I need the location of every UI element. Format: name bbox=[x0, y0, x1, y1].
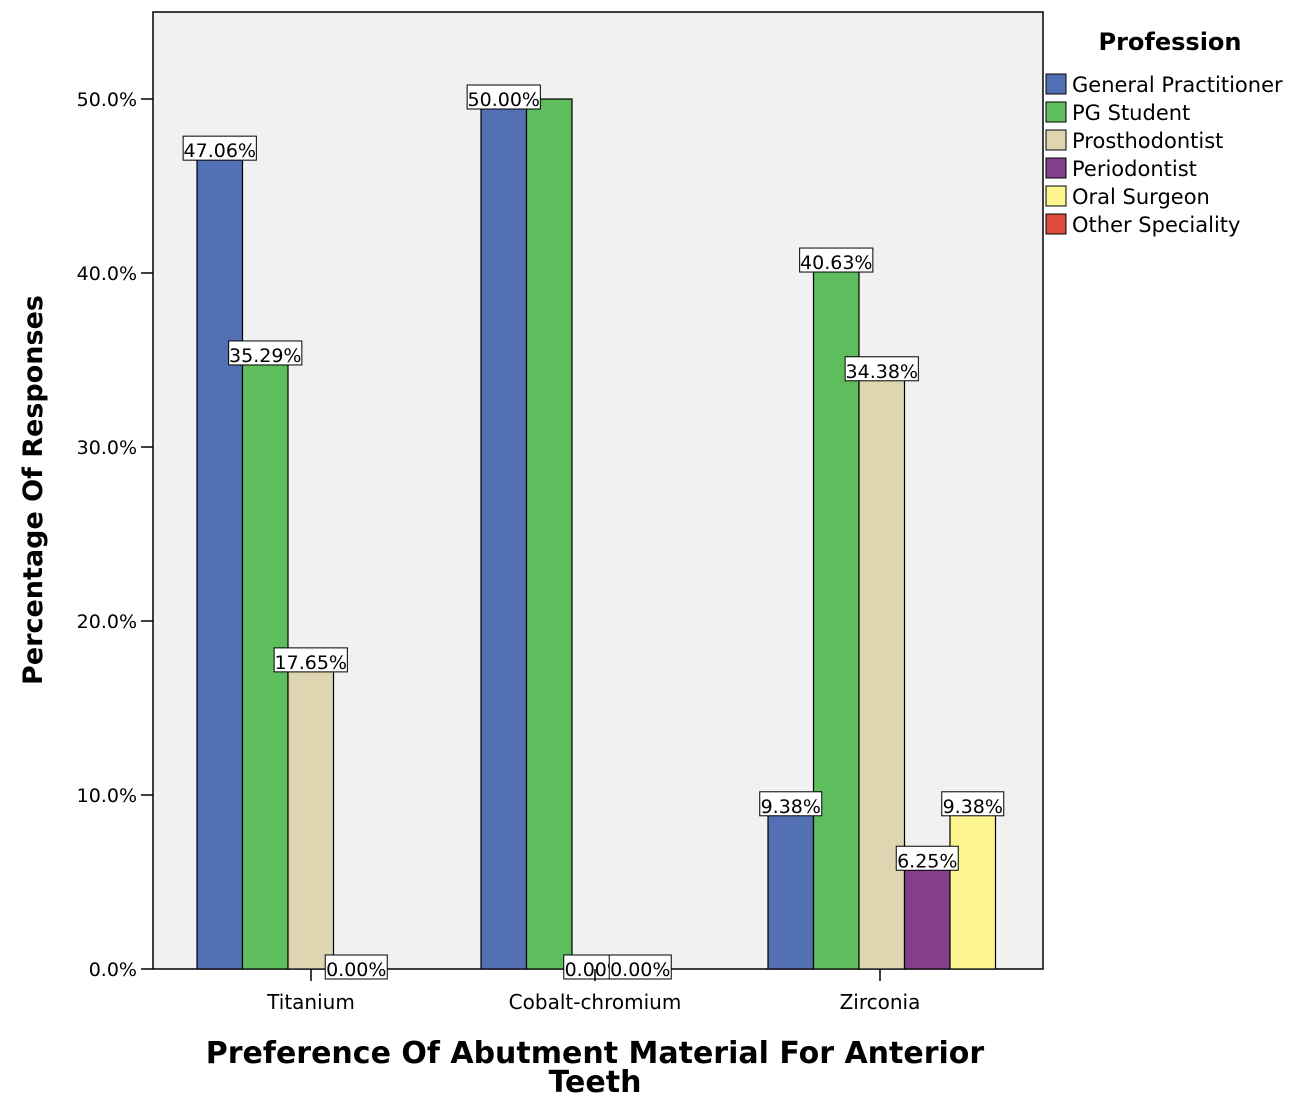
legend-swatch bbox=[1045, 213, 1067, 235]
data-label: 9.38% bbox=[759, 791, 823, 818]
data-label-text: 47.06% bbox=[184, 140, 256, 162]
y-tick-label: 20.0% bbox=[77, 611, 137, 633]
y-tick-label: 30.0% bbox=[77, 437, 137, 459]
data-label: 6.25% bbox=[895, 845, 959, 872]
legend-label: Other Speciality bbox=[1072, 213, 1240, 237]
data-label-text: 40.63% bbox=[800, 252, 872, 274]
data-label: 47.06% bbox=[182, 135, 257, 162]
data-label-box bbox=[228, 340, 303, 366]
x-axis: Titanium Cobalt-chromium Zirconia bbox=[266, 969, 920, 1014]
data-label: 0.00% bbox=[608, 954, 672, 981]
y-tick-label: 0.0% bbox=[89, 959, 137, 981]
data-label: 9.38% bbox=[941, 791, 1005, 818]
y-axis-title: Percentage Of Responses bbox=[18, 295, 49, 685]
x-axis-title-line-1: Preference Of Abutment Material For Ante… bbox=[206, 1036, 985, 1071]
bar bbox=[196, 149, 244, 970]
data-label-text: 0.00% bbox=[610, 959, 670, 981]
data-label: 40.63% bbox=[799, 247, 874, 274]
data-label: 35.29% bbox=[228, 340, 303, 367]
data-label-box bbox=[799, 247, 874, 273]
legend-label: Prosthodontist bbox=[1072, 129, 1223, 153]
legend-swatch bbox=[1045, 129, 1067, 151]
x-axis-title-line-2: Teeth bbox=[549, 1065, 642, 1096]
legend-label: General Practitioner bbox=[1072, 73, 1283, 97]
bar bbox=[903, 859, 951, 970]
bar bbox=[287, 661, 335, 970]
data-label: 0.00% bbox=[324, 954, 388, 981]
legend-label: PG Student bbox=[1072, 101, 1190, 125]
legend-label: Oral Surgeon bbox=[1072, 185, 1210, 209]
data-label: 17.65% bbox=[273, 647, 348, 674]
legend-label: Periodontist bbox=[1072, 157, 1197, 181]
y-tick-label: 40.0% bbox=[77, 263, 137, 285]
legend-swatch bbox=[1045, 185, 1067, 207]
bar bbox=[525, 98, 573, 970]
data-label: 34.38% bbox=[844, 356, 919, 383]
data-label-box bbox=[895, 845, 959, 871]
data-label-text: 6.25% bbox=[897, 850, 957, 872]
bar bbox=[480, 98, 528, 970]
bar bbox=[767, 805, 815, 970]
legend-swatch bbox=[1045, 101, 1067, 123]
data-label-box bbox=[182, 135, 257, 161]
data-label-box bbox=[941, 791, 1005, 817]
bar bbox=[858, 370, 906, 970]
x-tick-label: Titanium bbox=[266, 990, 355, 1014]
legend-title: Profession bbox=[1098, 28, 1241, 56]
x-tick-label: Zirconia bbox=[840, 990, 921, 1014]
data-label-text: 0.00% bbox=[326, 959, 386, 981]
x-tick-label: Cobalt-chromium bbox=[509, 990, 682, 1014]
data-label-box bbox=[759, 791, 823, 817]
data-label-box bbox=[844, 356, 919, 382]
bar-labels: 47.06% 50.00% 9.38% 35.29% 40.63% 17.65% 0.00%… bbox=[182, 84, 1005, 981]
data-label-box bbox=[608, 954, 672, 980]
data-label-text: 35.29% bbox=[229, 345, 301, 367]
data-label-text: 9.38% bbox=[943, 796, 1003, 818]
data-label-text: 50.00% bbox=[468, 89, 540, 111]
bars bbox=[196, 98, 997, 970]
y-tick-label: 50.0% bbox=[77, 89, 137, 111]
y-tick-label: 10.0% bbox=[77, 785, 137, 807]
legend: General Practitioner PG Student Prosthodon… bbox=[1045, 73, 1283, 237]
legend-swatch bbox=[1045, 157, 1067, 179]
data-label-box bbox=[273, 647, 348, 673]
y-axis: 0.0% 10.0% 20.0% 30.0% 40.0% 50.0% bbox=[77, 89, 153, 981]
legend-swatch bbox=[1045, 73, 1067, 95]
data-label-box bbox=[466, 84, 541, 110]
bar bbox=[949, 805, 997, 970]
data-label-box bbox=[324, 954, 388, 980]
data-label-text: 34.38% bbox=[846, 361, 918, 383]
data-label-text: 17.65% bbox=[275, 652, 347, 674]
data-label-text: 9.38% bbox=[761, 796, 821, 818]
data-label: 50.00% bbox=[466, 84, 541, 111]
